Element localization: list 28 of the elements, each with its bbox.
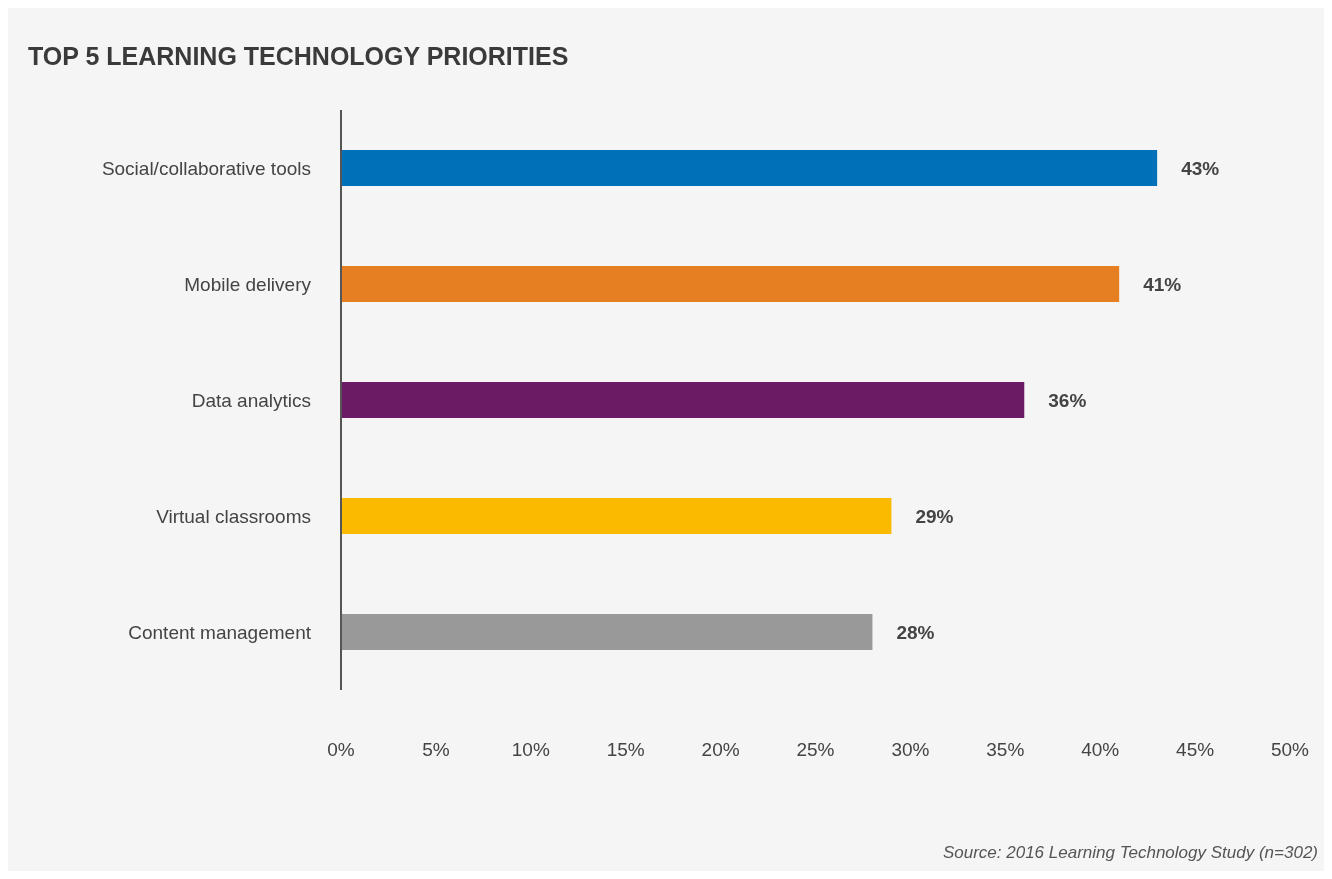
data-label: 43% <box>1181 157 1220 179</box>
x-tick-label: 0% <box>327 739 355 761</box>
bar <box>341 498 892 534</box>
x-tick-label: 30% <box>891 739 930 761</box>
source-note: Source: 2016 Learning Technology Study (n=302) <box>942 843 1318 863</box>
bar <box>341 150 1158 186</box>
x-tick-label: 40% <box>1081 739 1120 761</box>
x-tick-label: 50% <box>1270 739 1310 761</box>
x-tick-label: 15% <box>606 739 645 761</box>
x-tick-label: 25% <box>796 739 835 761</box>
y-tick-label: Content management <box>128 621 312 643</box>
x-tick-label: 5% <box>422 739 450 761</box>
bar <box>341 266 1120 302</box>
data-label: 41% <box>1143 273 1182 295</box>
y-tick-label: Social/collaborative tools <box>101 157 311 179</box>
x-tick-label: 10% <box>511 739 550 761</box>
x-tick-label: 35% <box>986 739 1025 761</box>
chart-title: TOP 5 LEARNING TECHNOLOGY PRIORITIES <box>28 42 569 71</box>
y-tick-label: Data analytics <box>191 389 311 411</box>
bar <box>341 614 873 650</box>
bar <box>341 382 1025 418</box>
data-label: 36% <box>1048 389 1087 411</box>
x-tick-label: 45% <box>1176 739 1215 761</box>
y-tick-label: Virtual classrooms <box>156 505 311 527</box>
data-label: 28% <box>896 621 935 643</box>
data-label: 29% <box>915 505 954 527</box>
x-tick-label: 20% <box>701 739 740 761</box>
y-tick-label: Mobile delivery <box>184 273 312 295</box>
